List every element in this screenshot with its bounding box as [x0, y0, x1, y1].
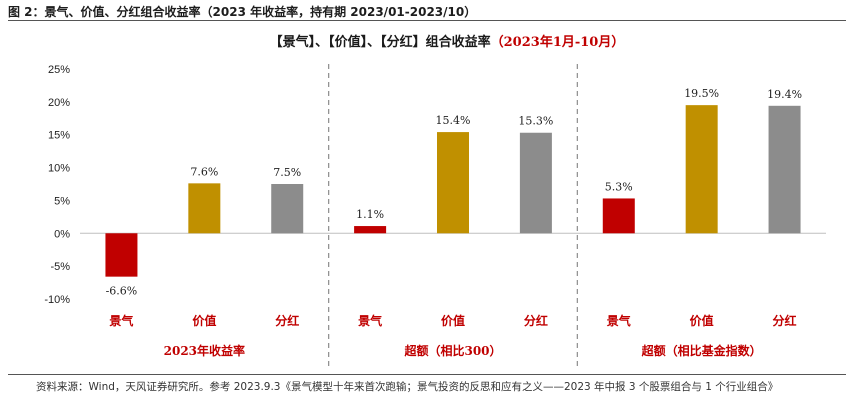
chart-title: 【景气】、【价值】、【分红】组合收益率（2023年1月-10月）	[270, 34, 625, 50]
caption-rule	[8, 20, 846, 21]
data-label: 15.3%	[518, 115, 553, 128]
group-label: 超额（相比300）	[403, 343, 501, 358]
data-label: 19.4%	[767, 88, 802, 101]
bars: -6.6% 7.6% 7.5% 1.1% 15.4% 15.3% 5.3% 19.5% 19.4…	[105, 87, 802, 298]
bar	[105, 233, 138, 277]
bar	[602, 198, 635, 234]
category-label: 价值	[690, 313, 714, 328]
y-tick-label: 10%	[48, 163, 70, 175]
bar	[519, 132, 552, 234]
y-tick-label: 20%	[48, 97, 70, 109]
source-note: 资料来源：Wind，天风证券研究所。参考 2023.9.3《景气模型十年来首次跑…	[36, 381, 779, 393]
y-tick-label: 5%	[54, 195, 70, 207]
data-label: 19.5%	[684, 87, 719, 100]
chart-title-main: 【景气】、【价值】、【分红】组合收益率	[270, 34, 491, 50]
y-tick-label: 15%	[48, 130, 70, 142]
bar	[271, 184, 304, 234]
group-label: 2023年收益率	[164, 343, 245, 358]
category-label: 分红	[773, 313, 797, 328]
bar	[188, 183, 221, 234]
category-labels: 景气 价值 分红 景气 价值 分红 景气 价值 分红	[109, 313, 796, 328]
group-separators	[328, 64, 578, 368]
bar-chart: 【景气】、【价值】、【分红】组合收益率（2023年1月-10月） -10% -5%…	[44, 34, 826, 368]
category-label: 价值	[192, 313, 216, 328]
figure-caption: 图 2：景气、价值、分红组合收益率（2023 年收益率，持有期 2023/01-…	[8, 5, 477, 19]
data-label: 7.6%	[190, 165, 218, 178]
bar	[437, 132, 469, 234]
data-label: 7.5%	[273, 166, 301, 179]
category-label: 分红	[524, 313, 548, 328]
bar	[768, 105, 801, 234]
category-label: 景气	[607, 313, 631, 328]
data-label: 1.1%	[356, 208, 384, 221]
y-tick-label: 0%	[54, 228, 70, 240]
category-label: 景气	[358, 313, 382, 328]
y-tick-label: -5%	[50, 261, 70, 273]
chart-title-period: （2023年1月-10月）	[491, 34, 625, 50]
bar	[685, 105, 718, 234]
category-label: 景气	[109, 313, 133, 328]
data-label: 15.4%	[436, 114, 471, 127]
y-tick-label: -10%	[44, 294, 70, 306]
data-label: -6.6%	[106, 285, 138, 298]
group-labels: 2023年收益率 超额（相比300） 超额（相比基金指数）	[164, 343, 762, 358]
bar	[354, 226, 387, 234]
source-rule	[8, 374, 846, 375]
data-label: 5.3%	[605, 180, 633, 193]
y-tick-label: 25%	[48, 64, 70, 76]
y-axis: -10% -5% 0% 5% 10% 15% 20% 25%	[44, 64, 826, 306]
category-label: 价值	[441, 313, 465, 328]
category-label: 分红	[275, 313, 299, 328]
group-label: 超额（相比基金指数）	[641, 343, 762, 358]
